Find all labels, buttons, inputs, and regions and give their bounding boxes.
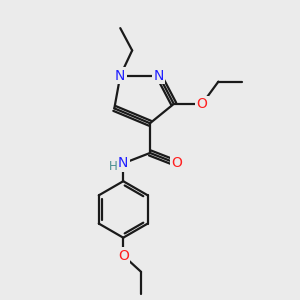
Text: N: N <box>115 69 125 83</box>
Text: O: O <box>118 248 129 262</box>
Text: O: O <box>171 156 182 170</box>
Text: H: H <box>110 160 118 173</box>
Text: N: N <box>154 69 164 83</box>
Text: N: N <box>118 156 128 170</box>
Text: O: O <box>196 97 208 111</box>
